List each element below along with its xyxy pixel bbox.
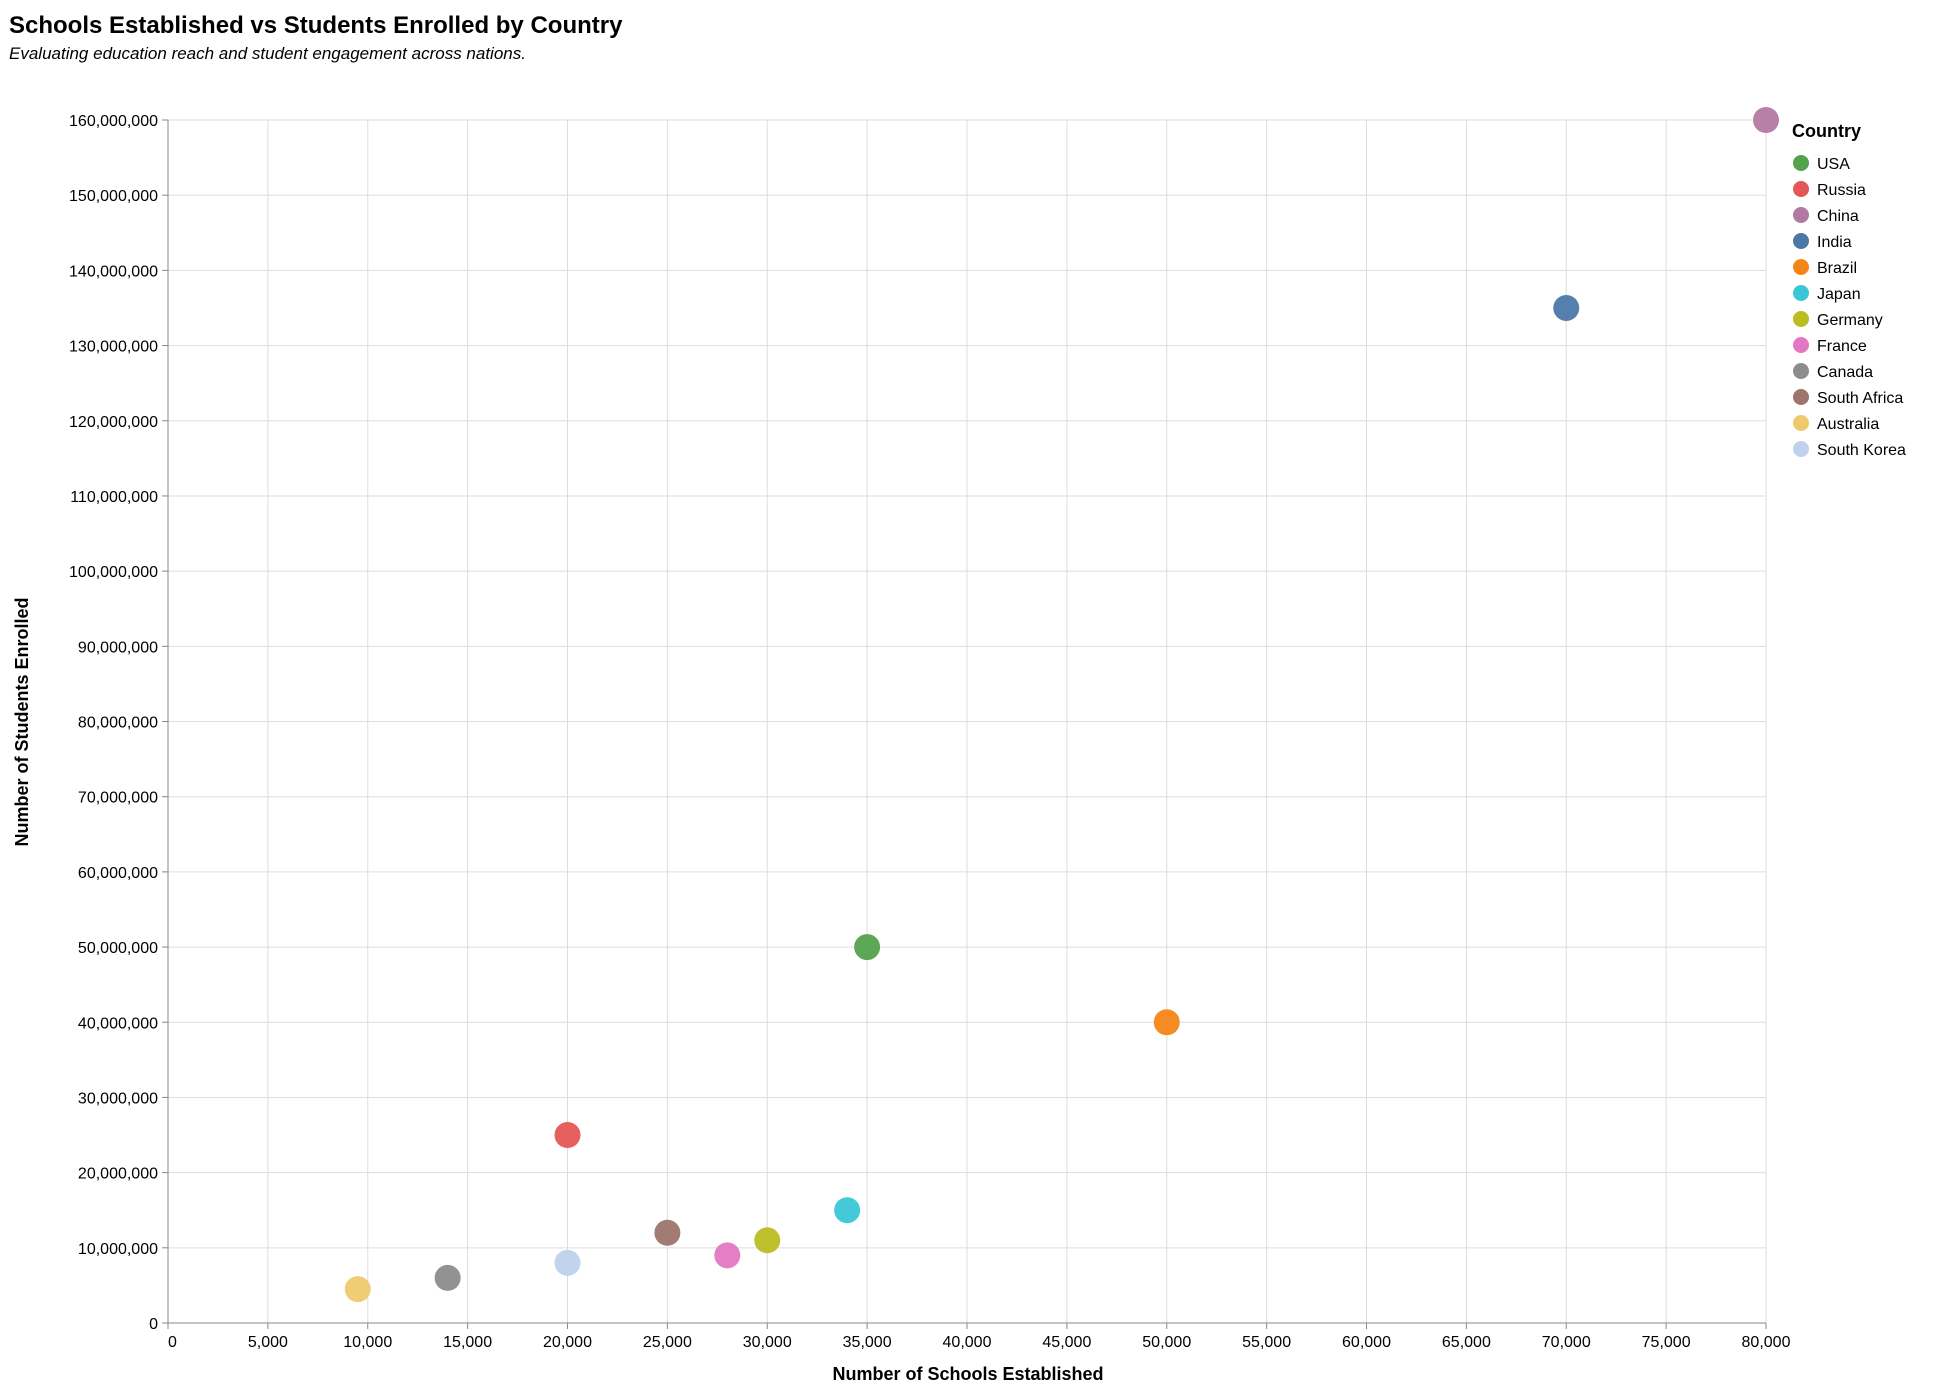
point-canada[interactable]	[434, 1264, 461, 1291]
x-tick-label: 80,000	[1742, 1334, 1791, 1351]
x-tick-label: 25,000	[643, 1334, 692, 1351]
legend-label-south-africa: South Africa	[1817, 390, 1903, 407]
legend-label-russia: Russia	[1817, 182, 1866, 199]
y-tick-label: 100,000,000	[69, 564, 158, 581]
point-china[interactable]	[1753, 107, 1779, 133]
x-tick-label: 70,000	[1542, 1334, 1591, 1351]
y-tick-label: 60,000,000	[78, 865, 158, 882]
legend-label-south-korea: South Korea	[1817, 442, 1906, 459]
y-tick-label: 160,000,000	[69, 113, 158, 130]
y-axis-ticks: 0 10,000,000 20,000,000 30,000,000 40,000,00…	[69, 113, 168, 1333]
point-japan[interactable]	[834, 1197, 861, 1224]
legend-label-france: France	[1817, 338, 1867, 355]
x-tick-label: 75,000	[1642, 1334, 1691, 1351]
x-tick-label: 60,000	[1342, 1334, 1391, 1351]
x-tick-label: 30,000	[743, 1334, 792, 1351]
legend-swatch-brazil	[1793, 259, 1809, 275]
y-tick-label: 90,000,000	[78, 639, 158, 656]
y-tick-label: 40,000,000	[78, 1015, 158, 1032]
y-tick-label: 0	[149, 1316, 158, 1333]
x-tick-label: 45,000	[1042, 1334, 1091, 1351]
legend-swatch-canada	[1793, 363, 1809, 379]
legend-label-germany: Germany	[1817, 312, 1883, 329]
legend-label-india: India	[1817, 234, 1852, 251]
point-brazil[interactable]	[1153, 1009, 1180, 1036]
y-tick-label: 50,000,000	[78, 940, 158, 957]
y-tick-label: 30,000,000	[78, 1090, 158, 1107]
point-australia[interactable]	[344, 1276, 371, 1303]
y-tick-label: 10,000,000	[78, 1241, 158, 1258]
y-axis-title: Number of Students Enrolled	[12, 597, 32, 846]
legend: Country USA Russia China India Brazil Japan Ge…	[1792, 121, 1906, 459]
y-tick-label: 110,000,000	[70, 489, 158, 506]
point-south-korea[interactable]	[554, 1249, 581, 1276]
point-russia[interactable]	[554, 1122, 581, 1149]
point-germany[interactable]	[754, 1227, 781, 1254]
grid-lines	[167, 119, 1767, 1324]
x-tick-label: 50,000	[1142, 1334, 1191, 1351]
legend-label-canada: Canada	[1817, 364, 1873, 381]
point-france[interactable]	[714, 1242, 741, 1269]
y-tick-label: 70,000,000	[78, 790, 158, 807]
x-axis-title: Number of Schools Established	[832, 1364, 1103, 1384]
x-tick-label: 35,000	[843, 1334, 892, 1351]
legend-label-japan: Japan	[1817, 286, 1861, 303]
point-usa[interactable]	[854, 934, 881, 961]
chart-title: Schools Established vs Students Enrolled…	[9, 12, 623, 39]
x-tick-label: 5,000	[248, 1334, 288, 1351]
y-tick-label: 20,000,000	[78, 1166, 158, 1183]
legend-swatch-china	[1793, 207, 1809, 223]
data-points	[344, 107, 1779, 1303]
legend-swatch-russia	[1793, 181, 1809, 197]
legend-swatch-japan	[1793, 285, 1809, 301]
x-tick-label: 20,000	[543, 1334, 592, 1351]
y-tick-label: 120,000,000	[69, 414, 158, 431]
y-tick-label: 80,000,000	[78, 715, 158, 732]
legend-title: Country	[1792, 121, 1861, 141]
x-tick-label: 10,000	[343, 1334, 392, 1351]
legend-swatch-india	[1793, 233, 1809, 249]
x-axis-ticks: 0 5,000 10,000 15,000 20,000 25,000 30,000 35,0…	[167, 1323, 1791, 1351]
point-south-africa[interactable]	[654, 1219, 681, 1246]
legend-swatch-usa	[1793, 155, 1809, 171]
legend-swatch-south-africa	[1793, 389, 1809, 405]
y-tick-label: 140,000,000	[69, 263, 158, 280]
x-tick-label: 15,000	[443, 1334, 492, 1351]
legend-swatch-south-korea	[1793, 441, 1809, 457]
x-tick-label: 55,000	[1242, 1334, 1291, 1351]
legend-label-australia: Australia	[1817, 416, 1879, 433]
legend-swatch-germany	[1793, 311, 1809, 327]
legend-label-china: China	[1817, 208, 1859, 225]
x-tick-label: 40,000	[943, 1334, 992, 1351]
point-india[interactable]	[1553, 294, 1580, 321]
x-tick-label: 0	[168, 1334, 177, 1351]
y-tick-label: 150,000,000	[69, 188, 158, 205]
legend-label-brazil: Brazil	[1817, 260, 1857, 277]
legend-label-usa: USA	[1817, 156, 1850, 173]
chart-subtitle: Evaluating education reach and student e…	[9, 44, 526, 63]
x-tick-label: 65,000	[1442, 1334, 1491, 1351]
legend-items: USA Russia China India Brazil Japan Germany Fra…	[1793, 155, 1906, 459]
legend-swatch-france	[1793, 337, 1809, 353]
y-tick-label: 130,000,000	[69, 339, 158, 356]
legend-swatch-australia	[1793, 415, 1809, 431]
